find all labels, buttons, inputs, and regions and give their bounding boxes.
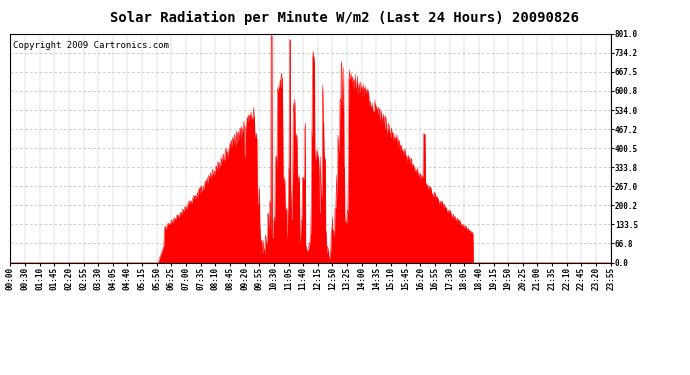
- Text: Solar Radiation per Minute W/m2 (Last 24 Hours) 20090826: Solar Radiation per Minute W/m2 (Last 24…: [110, 11, 580, 26]
- Text: Copyright 2009 Cartronics.com: Copyright 2009 Cartronics.com: [13, 40, 169, 50]
